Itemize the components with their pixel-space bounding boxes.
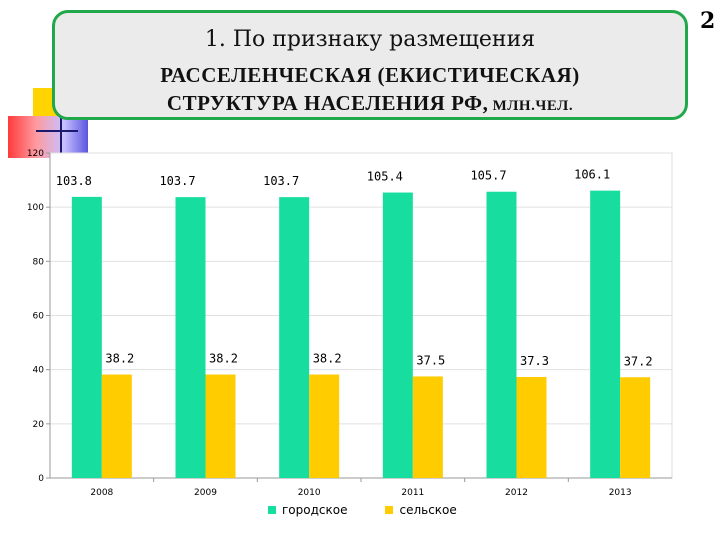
slide-title-main: СТРУКТУРА НАСЕЛЕНИЯ РФ, (166, 91, 489, 115)
legend-item-urban: городское (268, 503, 347, 517)
legend-item-rural: сельское (385, 503, 457, 517)
bar-rural (620, 377, 651, 478)
y-tick-label: 40 (33, 366, 45, 376)
data-label-urban: 105.7 (470, 169, 506, 183)
x-tick-label: 2013 (609, 488, 632, 498)
bar-urban (382, 192, 413, 478)
legend-label-rural: сельское (399, 503, 457, 517)
x-tick-label: 2009 (194, 488, 217, 498)
y-tick-label: 0 (38, 474, 44, 484)
x-tick-label: 2011 (401, 488, 424, 498)
data-label-urban: 105.4 (367, 170, 403, 184)
bar-rural (101, 374, 132, 478)
slide-subtitle: 1. По признаку размещения (204, 27, 536, 52)
x-tick-label: 2008 (90, 488, 113, 498)
slide-title-line-2: СТРУКТУРА НАСЕЛЕНИЯ РФ, МЛН.ЧЕЛ. (55, 91, 685, 116)
bar-rural (412, 376, 443, 478)
x-tick-label: 2012 (505, 488, 528, 498)
data-label-rural: 38.2 (313, 352, 342, 366)
data-label-rural: 38.2 (209, 352, 238, 366)
y-tick-label: 100 (27, 203, 44, 213)
data-label-urban: 103.7 (263, 174, 299, 188)
legend-label-urban: городское (282, 503, 348, 517)
bar-rural (309, 374, 340, 478)
y-tick-label: 120 (27, 149, 44, 159)
bar-rural (205, 374, 236, 478)
decorative-vertical-line (60, 112, 62, 158)
bar-urban (590, 190, 621, 479)
data-label-urban: 106.1 (574, 168, 610, 182)
bar-rural (516, 376, 547, 478)
chart-legend: городское сельское (268, 503, 457, 517)
bar-urban (71, 196, 102, 478)
decorative-horizontal-line (36, 130, 78, 132)
slide-title-line-1: РАССЕЛЕНЧЕСКАЯ (ЕКИСТИЧЕСКАЯ) (160, 63, 580, 87)
y-tick-label: 60 (33, 312, 45, 322)
page-number: 2 (700, 8, 716, 34)
legend-swatch-urban (268, 506, 276, 514)
bar-urban (279, 197, 310, 479)
title-box: 1. По признаку размещения РАССЕЛЕНЧЕСКАЯ… (52, 10, 688, 120)
data-label-urban: 103.7 (159, 174, 195, 188)
legend-swatch-rural (385, 506, 394, 514)
data-label-rural: 37.3 (520, 354, 549, 368)
data-label-urban: 103.8 (56, 174, 92, 188)
bar-urban (486, 191, 517, 478)
data-label-rural: 38.2 (105, 352, 134, 366)
data-label-rural: 37.5 (416, 353, 445, 367)
bar-urban (175, 197, 206, 479)
x-tick-label: 2010 (298, 488, 321, 498)
decorative-gradient-bar (8, 116, 88, 158)
data-label-rural: 37.2 (624, 354, 653, 368)
y-tick-label: 80 (33, 257, 45, 267)
y-tick-label: 20 (33, 420, 45, 430)
slide-title-unit: МЛН.ЧЕЛ. (488, 98, 574, 114)
